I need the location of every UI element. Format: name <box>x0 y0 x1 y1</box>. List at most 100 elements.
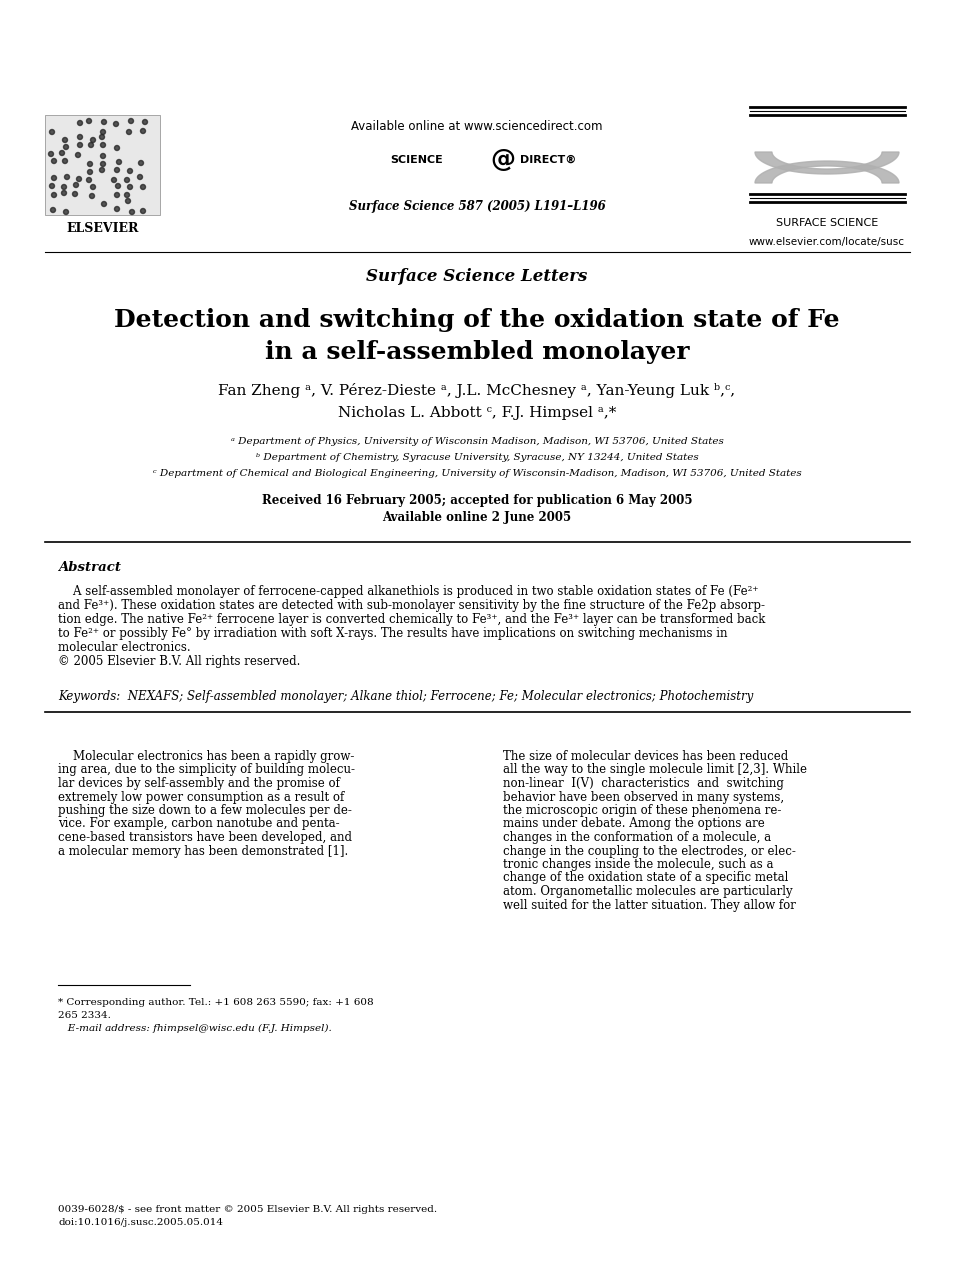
Circle shape <box>124 177 130 182</box>
Text: and Fe³⁺). These oxidation states are detected with sub-monolayer sensitivity by: and Fe³⁺). These oxidation states are de… <box>58 599 765 612</box>
Circle shape <box>115 193 119 198</box>
Text: ᵇ Department of Chemistry, Syracuse University, Syracuse, NY 13244, United State: ᵇ Department of Chemistry, Syracuse Univ… <box>256 454 698 463</box>
Text: Molecular electronics has been a rapidly grow-: Molecular electronics has been a rapidly… <box>58 750 354 763</box>
Circle shape <box>130 209 135 215</box>
Circle shape <box>52 193 56 198</box>
Circle shape <box>125 198 131 203</box>
Circle shape <box>50 184 54 189</box>
Circle shape <box>101 120 107 125</box>
Circle shape <box>52 176 56 180</box>
Text: in a self-assembled monolayer: in a self-assembled monolayer <box>265 341 690 364</box>
Circle shape <box>124 193 130 198</box>
Circle shape <box>51 207 55 212</box>
Circle shape <box>140 208 145 213</box>
Circle shape <box>52 158 56 163</box>
Text: * Corresponding author. Tel.: +1 608 263 5590; fax: +1 608: * Corresponding author. Tel.: +1 608 263… <box>58 998 373 1007</box>
Circle shape <box>75 153 80 158</box>
Text: www.elsevier.com/locate/susc: www.elsevier.com/locate/susc <box>749 236 905 247</box>
Polygon shape <box>755 152 899 173</box>
Circle shape <box>49 152 53 157</box>
Text: vice. For example, carbon nanotube and penta-: vice. For example, carbon nanotube and p… <box>58 817 340 830</box>
Text: a molecular memory has been demonstrated [1].: a molecular memory has been demonstrated… <box>58 844 349 857</box>
Circle shape <box>88 162 93 167</box>
Circle shape <box>77 121 82 126</box>
Text: 0039-6028/$ - see front matter © 2005 Elsevier B.V. All rights reserved.: 0039-6028/$ - see front matter © 2005 El… <box>58 1205 437 1214</box>
Circle shape <box>115 167 119 172</box>
Text: Surface Science 587 (2005) L191–L196: Surface Science 587 (2005) L191–L196 <box>349 200 605 213</box>
Text: © 2005 Elsevier B.V. All rights reserved.: © 2005 Elsevier B.V. All rights reserved… <box>58 655 301 668</box>
Circle shape <box>63 209 69 215</box>
Circle shape <box>101 202 107 207</box>
Circle shape <box>62 158 68 163</box>
Circle shape <box>87 118 92 123</box>
Circle shape <box>77 135 82 140</box>
Circle shape <box>100 130 105 135</box>
Text: Surface Science Letters: Surface Science Letters <box>367 269 587 285</box>
Text: 265 2334.: 265 2334. <box>58 1011 111 1020</box>
Text: to Fe²⁺ or possibly Fe° by irradiation with soft X-rays. The results have implic: to Fe²⁺ or possibly Fe° by irradiation w… <box>58 627 728 640</box>
Text: lar devices by self-assembly and the promise of: lar devices by self-assembly and the pro… <box>58 777 340 790</box>
Circle shape <box>61 185 67 189</box>
Polygon shape <box>755 161 899 182</box>
Text: non-linear  I(V)  characteristics  and  switching: non-linear I(V) characteristics and swit… <box>503 777 784 790</box>
Text: doi:10.1016/j.susc.2005.05.014: doi:10.1016/j.susc.2005.05.014 <box>58 1218 223 1227</box>
Text: SURFACE SCIENCE: SURFACE SCIENCE <box>775 218 879 227</box>
Text: ing area, due to the simplicity of building molecu-: ing area, due to the simplicity of build… <box>58 763 355 776</box>
Text: Available online 2 June 2005: Available online 2 June 2005 <box>382 511 571 524</box>
Text: DIRECT®: DIRECT® <box>520 155 577 164</box>
Text: cene-based transistors have been developed, and: cene-based transistors have been develop… <box>58 831 352 844</box>
Text: mains under debate. Among the options are: mains under debate. Among the options ar… <box>503 817 765 830</box>
Text: ELSEVIER: ELSEVIER <box>67 222 139 235</box>
Text: A self-assembled monolayer of ferrocene-capped alkanethiols is produced in two s: A self-assembled monolayer of ferrocene-… <box>58 585 758 598</box>
Circle shape <box>128 168 133 173</box>
Circle shape <box>74 182 78 188</box>
Text: ᵃ Department of Physics, University of Wisconsin Madison, Madison, WI 53706, Uni: ᵃ Department of Physics, University of W… <box>230 437 724 446</box>
Text: Available online at www.sciencedirect.com: Available online at www.sciencedirect.co… <box>351 120 603 134</box>
Text: ᶜ Department of Chemical and Biological Engineering, University of Wisconsin-Mad: ᶜ Department of Chemical and Biological … <box>153 469 801 478</box>
Text: tronic changes inside the molecule, such as a: tronic changes inside the molecule, such… <box>503 858 774 871</box>
Circle shape <box>140 128 145 134</box>
Text: change in the coupling to the electrodes, or elec-: change in the coupling to the electrodes… <box>503 844 796 857</box>
Circle shape <box>128 185 133 189</box>
Text: SCIENCE: SCIENCE <box>390 155 443 164</box>
Circle shape <box>99 135 104 140</box>
Circle shape <box>77 143 82 148</box>
Circle shape <box>140 185 145 189</box>
Circle shape <box>89 143 94 148</box>
Circle shape <box>100 153 105 158</box>
Circle shape <box>100 143 105 148</box>
Text: molecular electronics.: molecular electronics. <box>58 641 191 654</box>
Text: Received 16 February 2005; accepted for publication 6 May 2005: Received 16 February 2005; accepted for … <box>262 493 692 508</box>
Circle shape <box>90 194 95 198</box>
Text: Keywords:  NEXAFS; Self-assembled monolayer; Alkane thiol; Ferrocene; Fe; Molecu: Keywords: NEXAFS; Self-assembled monolay… <box>58 690 753 703</box>
Text: The size of molecular devices has been reduced: The size of molecular devices has been r… <box>503 750 788 763</box>
Circle shape <box>138 161 143 166</box>
Circle shape <box>129 118 134 123</box>
Text: Fan Zheng ᵃ, V. Pérez-Dieste ᵃ, J.L. McChesney ᵃ, Yan-Yeung Luk ᵇ,ᶜ,: Fan Zheng ᵃ, V. Pérez-Dieste ᵃ, J.L. McC… <box>219 383 735 398</box>
Circle shape <box>138 175 142 180</box>
Circle shape <box>73 191 77 197</box>
Text: atom. Organometallic molecules are particularly: atom. Organometallic molecules are parti… <box>503 885 793 898</box>
Circle shape <box>76 176 81 181</box>
Circle shape <box>142 120 147 125</box>
Text: @: @ <box>490 148 515 172</box>
Circle shape <box>112 177 117 182</box>
Text: well suited for the latter situation. They allow for: well suited for the latter situation. Th… <box>503 898 796 911</box>
Circle shape <box>91 137 96 143</box>
Circle shape <box>61 190 67 195</box>
Bar <box>45 114 160 215</box>
Text: all the way to the single molecule limit [2,3]. While: all the way to the single molecule limit… <box>503 763 807 776</box>
Circle shape <box>50 130 54 135</box>
Text: extremely low power consumption as a result of: extremely low power consumption as a res… <box>58 790 344 803</box>
Text: Abstract: Abstract <box>58 562 121 574</box>
Circle shape <box>59 150 65 155</box>
Text: the microscopic origin of these phenomena re-: the microscopic origin of these phenomen… <box>503 804 781 817</box>
Circle shape <box>116 184 120 189</box>
Circle shape <box>88 170 93 175</box>
Circle shape <box>62 137 68 143</box>
Circle shape <box>100 162 105 167</box>
Text: changes in the conformation of a molecule, a: changes in the conformation of a molecul… <box>503 831 771 844</box>
Circle shape <box>87 177 92 182</box>
Text: behavior have been observed in many systems,: behavior have been observed in many syst… <box>503 790 784 803</box>
Text: Nicholas L. Abbott ᶜ, F.J. Himpsel ᵃ,*: Nicholas L. Abbott ᶜ, F.J. Himpsel ᵃ,* <box>338 406 616 420</box>
